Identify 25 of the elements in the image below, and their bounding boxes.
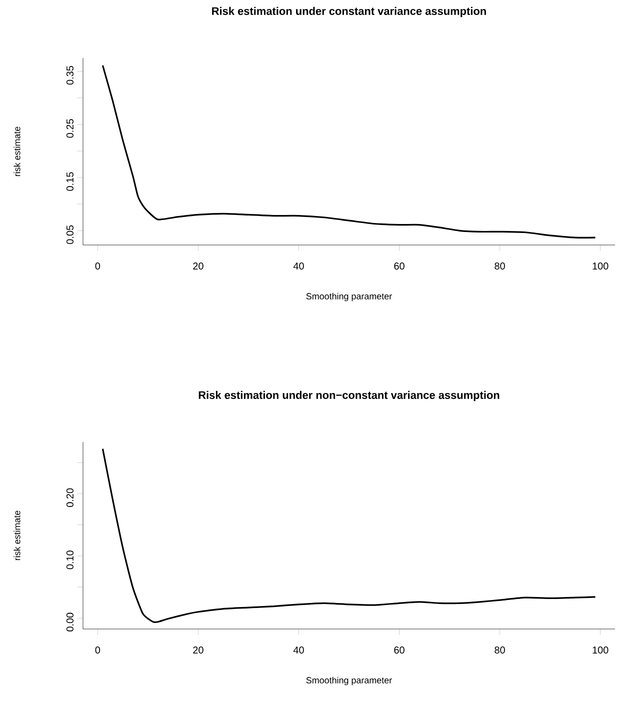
chart-title: Risk estimation under non−constant variance assumption	[198, 390, 500, 402]
x-tick-label: 80	[494, 646, 505, 654]
x-tick-label: 20	[193, 262, 204, 270]
x-tick-label: 0	[95, 646, 100, 654]
x-tick-label: 100	[592, 646, 608, 654]
y-tick-label: 0.20	[66, 488, 74, 507]
y-axis-title: risk estimate	[14, 510, 20, 560]
y-tick-label: 0.15	[66, 172, 74, 191]
y-tick-label: 0.35	[66, 66, 74, 85]
x-tick-label: 100	[592, 262, 608, 270]
x-tick-label: 80	[494, 262, 505, 270]
x-axis-title: Smoothing parameter	[306, 292, 392, 302]
x-tick-label: 60	[394, 646, 404, 654]
x-tick-label: 40	[293, 646, 304, 654]
x-tick-label: 20	[193, 646, 204, 654]
y-tick-label: 0.10	[66, 550, 74, 570]
y-tick-label: 0.25	[66, 119, 74, 138]
x-tick-label: 40	[293, 262, 304, 270]
x-tick-label: 60	[394, 262, 404, 270]
chart-title: Risk estimation under constant variance assumption	[212, 6, 486, 18]
x-tick-label: 0	[95, 262, 100, 270]
y-tick-label: 0.00	[66, 612, 74, 632]
y-tick-label: 0.05	[66, 225, 74, 244]
y-axis-title: risk estimate	[14, 126, 20, 176]
x-axis-title: Smoothing parameter	[306, 676, 392, 686]
